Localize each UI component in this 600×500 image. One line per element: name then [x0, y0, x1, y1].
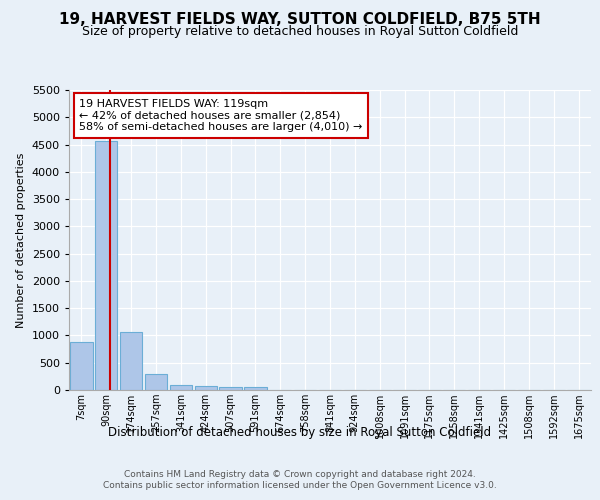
Text: Size of property relative to detached houses in Royal Sutton Coldfield: Size of property relative to detached ho…: [82, 25, 518, 38]
Bar: [170, 385, 192, 390]
Text: Distribution of detached houses by size in Royal Sutton Coldfield: Distribution of detached houses by size …: [109, 426, 491, 439]
Text: Contains HM Land Registry data © Crown copyright and database right 2024.: Contains HM Land Registry data © Crown c…: [124, 470, 476, 479]
Text: Contains public sector information licensed under the Open Government Licence v3: Contains public sector information licen…: [103, 481, 497, 490]
Bar: [120, 332, 142, 390]
Text: 19, HARVEST FIELDS WAY, SUTTON COLDFIELD, B75 5TH: 19, HARVEST FIELDS WAY, SUTTON COLDFIELD…: [59, 12, 541, 28]
Bar: [95, 142, 118, 390]
Bar: [220, 387, 242, 390]
Y-axis label: Number of detached properties: Number of detached properties: [16, 152, 26, 328]
Bar: [244, 388, 266, 390]
Bar: [70, 342, 92, 390]
Bar: [194, 386, 217, 390]
Bar: [145, 374, 167, 390]
Text: 19 HARVEST FIELDS WAY: 119sqm
← 42% of detached houses are smaller (2,854)
58% o: 19 HARVEST FIELDS WAY: 119sqm ← 42% of d…: [79, 99, 363, 132]
